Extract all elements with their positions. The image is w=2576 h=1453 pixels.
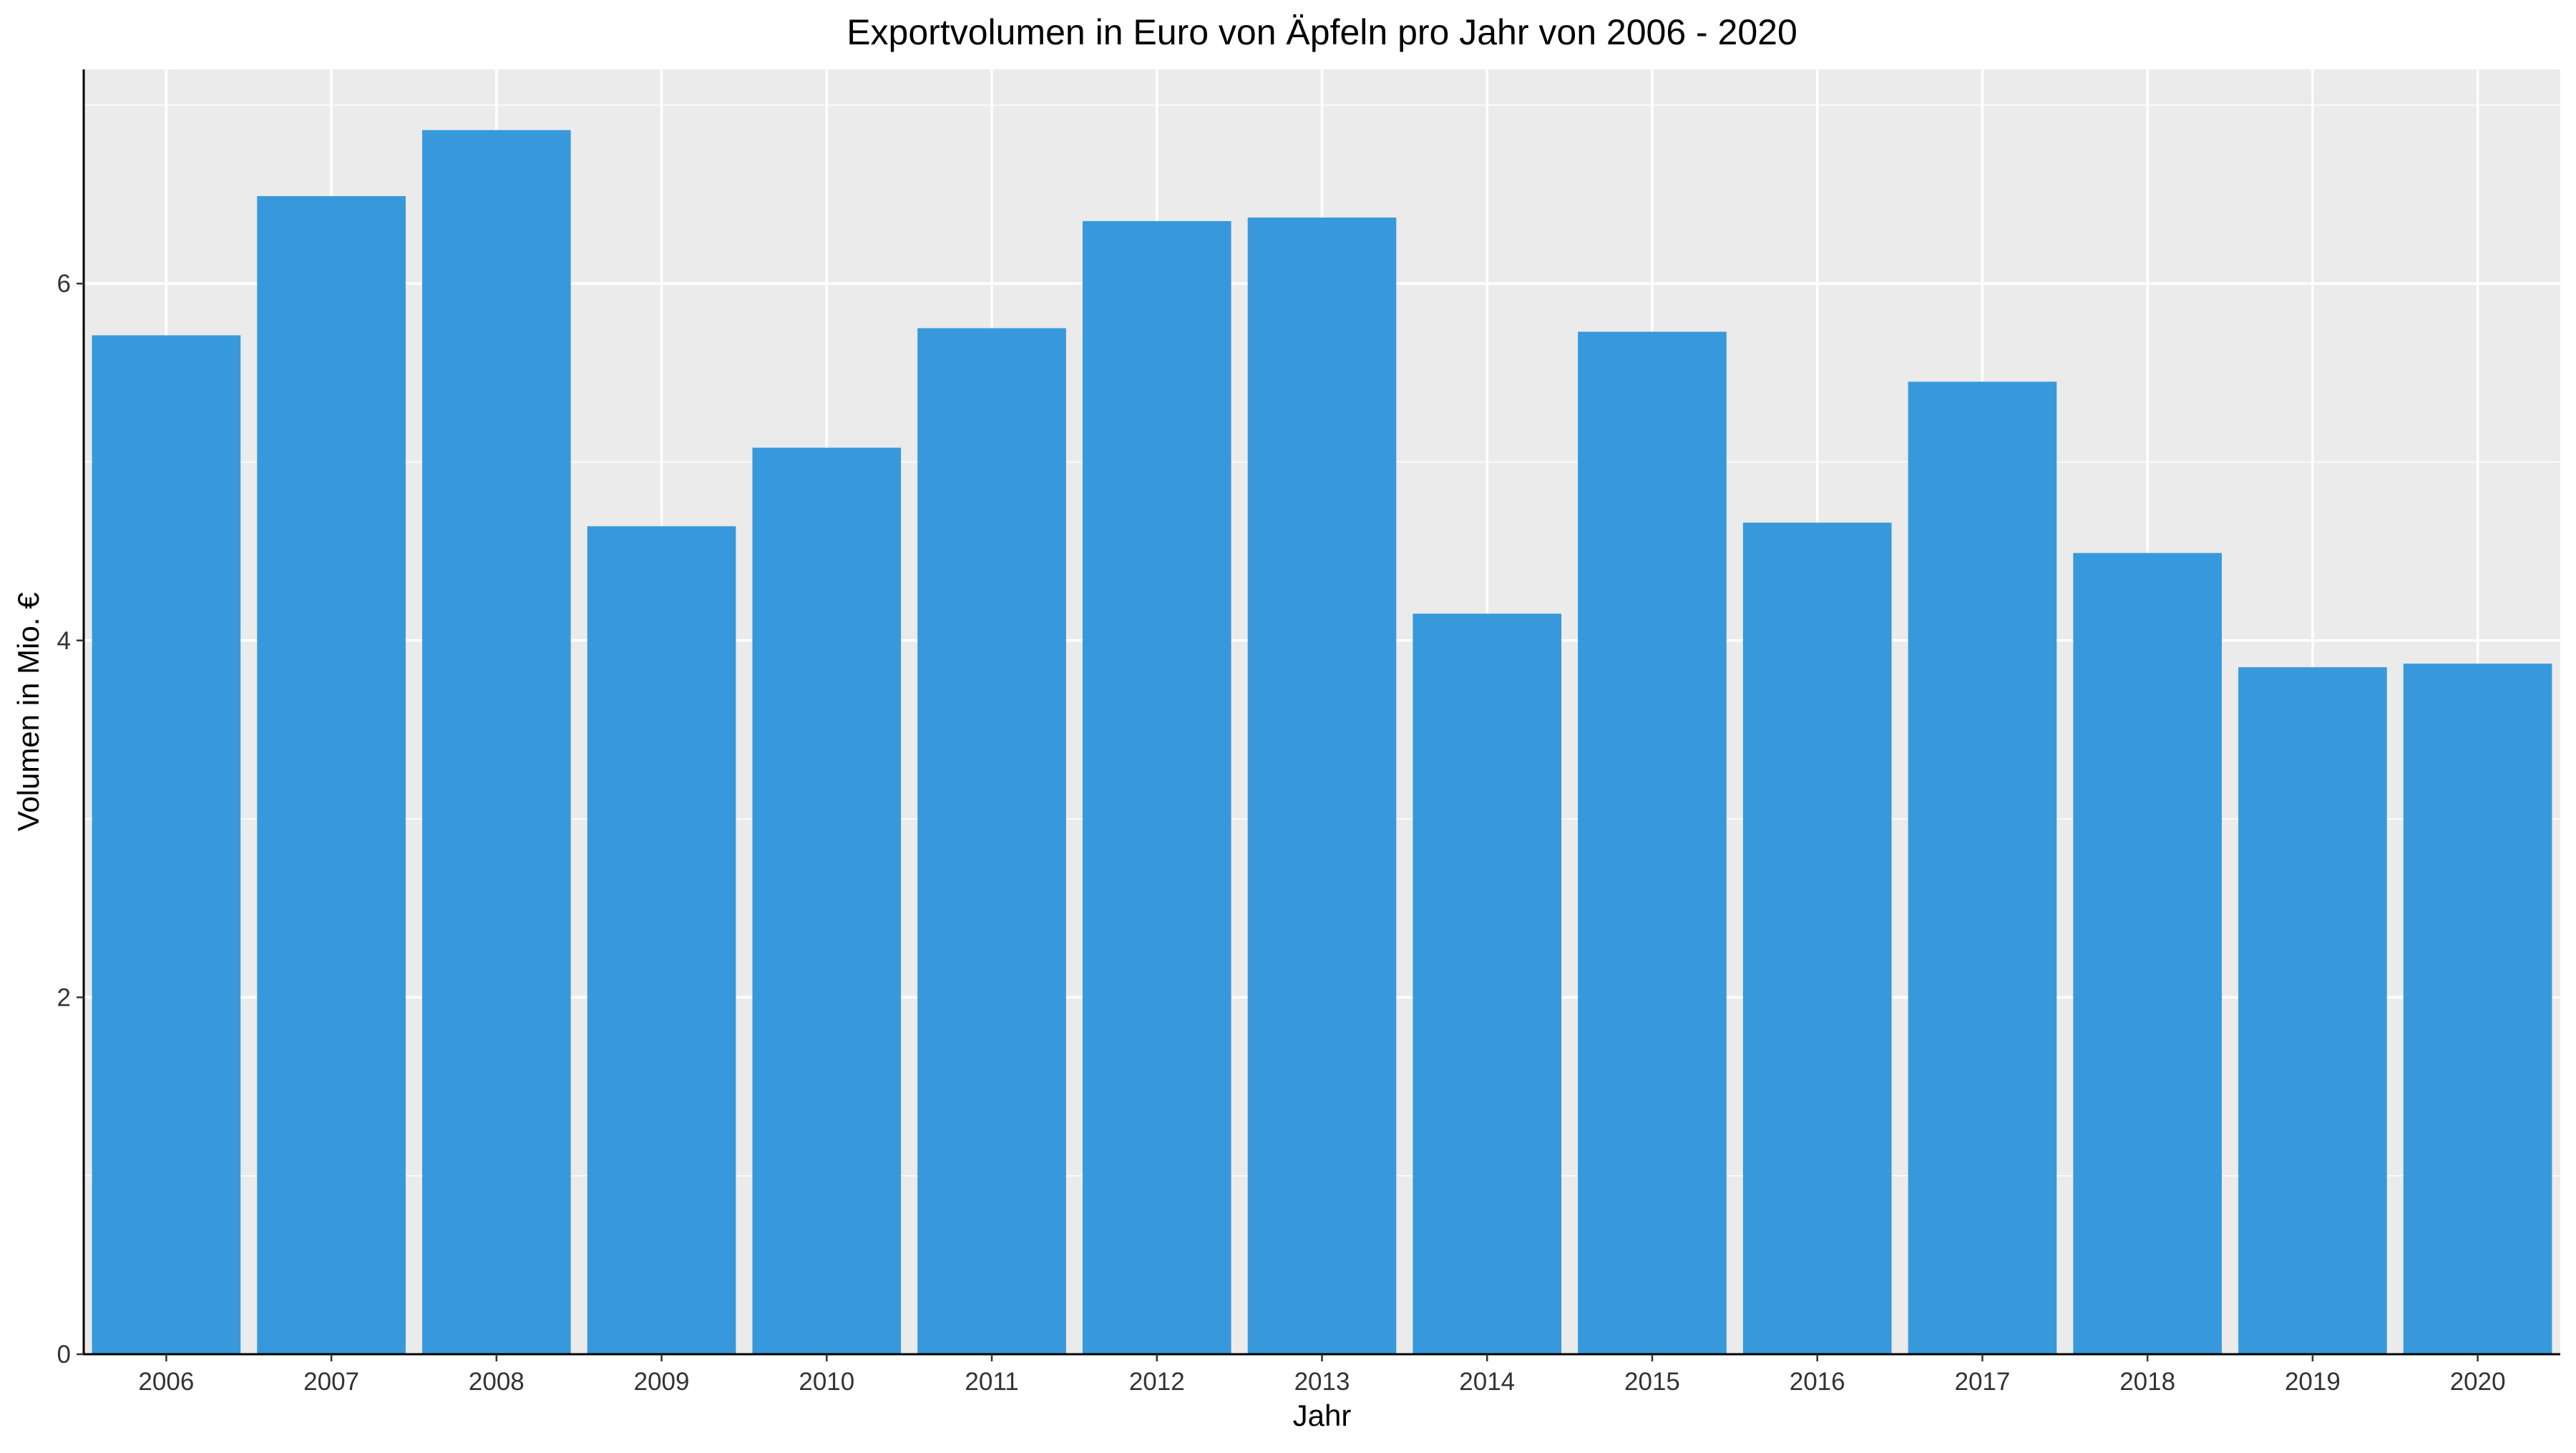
x-tick-label: 2010	[799, 1368, 854, 1396]
x-ticks: 2006 2007 2008 2009 2010 2011 2012 2013 2014 2015…	[138, 1354, 2506, 1396]
x-tick-label: 2015	[1624, 1368, 1680, 1396]
chart-title: Exportvolumen in Euro von Äpfeln pro Jah…	[847, 12, 1797, 52]
y-tick-label: 4	[57, 627, 71, 655]
bar-2015	[1578, 331, 1727, 1355]
x-tick-label: 2011	[965, 1368, 1018, 1396]
x-axis-title: Jahr	[1293, 1399, 1352, 1432]
x-tick-label: 2012	[1129, 1368, 1185, 1396]
y-tick-label: 2	[57, 983, 71, 1011]
bar-2008	[422, 130, 571, 1354]
bar-2012	[1082, 220, 1231, 1355]
bar-2018	[2073, 553, 2222, 1354]
x-tick-label: 2018	[2119, 1368, 2175, 1396]
bar-2014	[1413, 613, 1562, 1354]
x-tick-label: 2019	[2285, 1368, 2341, 1396]
bar-2006	[92, 335, 241, 1354]
x-tick-label: 2006	[138, 1368, 194, 1396]
bar-2010	[752, 447, 902, 1354]
y-tick-label: 0	[57, 1341, 71, 1369]
x-tick-label: 2008	[469, 1368, 525, 1396]
y-ticks: 0 2 4 6	[57, 270, 84, 1369]
bar-2020	[2403, 664, 2552, 1354]
bars	[92, 130, 2552, 1355]
x-tick-label: 2017	[1954, 1368, 2010, 1396]
bar-2011	[917, 328, 1066, 1354]
bar-2013	[1247, 217, 1397, 1355]
x-tick-label: 2013	[1294, 1368, 1350, 1396]
bar-2019	[2238, 667, 2387, 1354]
bar-2016	[1742, 523, 1892, 1354]
y-tick-label: 6	[57, 270, 71, 298]
bar-2017	[1908, 382, 2057, 1355]
x-tick-label: 2009	[634, 1368, 690, 1396]
bar-2007	[257, 196, 406, 1354]
x-tick-label: 2007	[303, 1368, 359, 1396]
x-tick-label: 2016	[1790, 1368, 1845, 1396]
x-tick-label: 2020	[2450, 1368, 2506, 1396]
bar-2009	[587, 526, 736, 1355]
y-axis-title: Volumen in Mio. €	[11, 593, 45, 832]
x-tick-label: 2014	[1459, 1368, 1515, 1396]
